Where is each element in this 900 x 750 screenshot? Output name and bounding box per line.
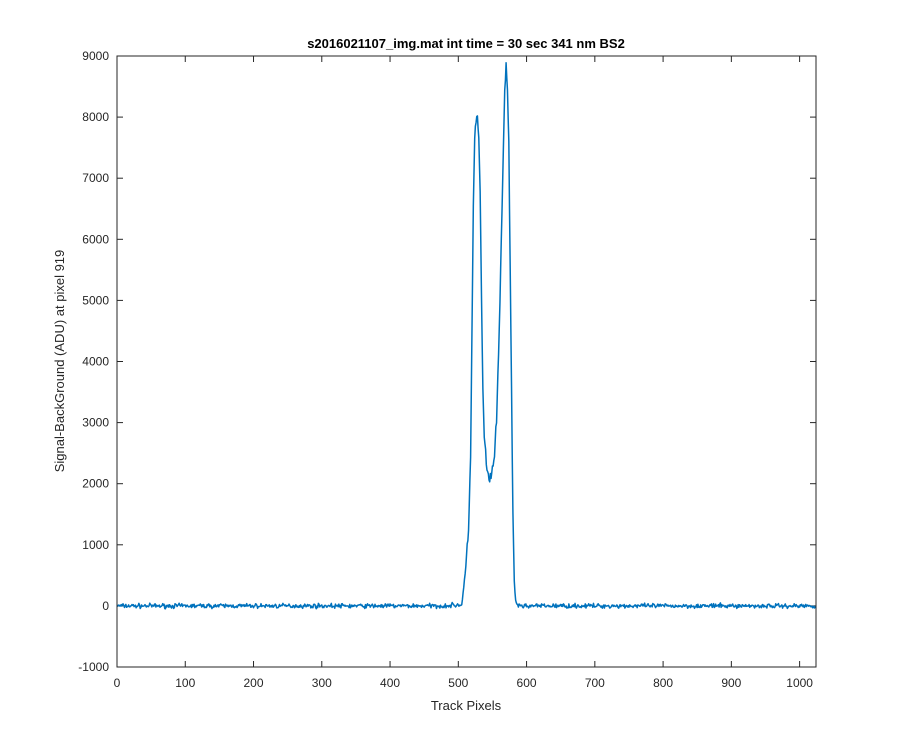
y-tick-label: 8000	[82, 110, 109, 124]
y-tick-label: 6000	[82, 232, 109, 246]
x-tick-label: 900	[721, 676, 741, 690]
y-axis-ticks: -1000 0 1000 2000 3000 4000 5000 6000 7000 8000 90…	[78, 49, 816, 674]
chart-title: s2016021107_img.mat int time = 30 sec 34…	[307, 36, 625, 51]
y-tick-label: -1000	[78, 660, 109, 674]
x-tick-label: 700	[585, 676, 605, 690]
y-tick-label: 7000	[82, 171, 109, 185]
x-tick-label: 500	[448, 676, 468, 690]
plot-area	[117, 56, 816, 667]
x-axis-ticks: 0 100 200 300 400 500 600 700 800 900 1000	[114, 56, 813, 690]
y-tick-label: 4000	[82, 355, 109, 369]
x-tick-label: 600	[517, 676, 537, 690]
x-axis-label: Track Pixels	[431, 698, 502, 713]
x-tick-label: 1000	[786, 676, 813, 690]
x-tick-label: 400	[380, 676, 400, 690]
y-tick-label: 1000	[82, 538, 109, 552]
series-line	[116, 62, 817, 610]
x-tick-label: 200	[244, 676, 264, 690]
y-tick-label: 3000	[82, 416, 109, 430]
x-tick-label: 300	[312, 676, 332, 690]
x-tick-label: 0	[114, 676, 121, 690]
plot-frame	[116, 55, 817, 668]
y-tick-label: 2000	[82, 477, 109, 491]
y-tick-label: 0	[102, 599, 109, 613]
x-tick-label: 800	[653, 676, 673, 690]
x-tick-label: 100	[175, 676, 195, 690]
y-tick-label: 9000	[82, 49, 109, 63]
y-axis-label: Signal-BackGround (ADU) at pixel 919	[52, 250, 67, 473]
y-tick-label: 5000	[82, 293, 109, 307]
